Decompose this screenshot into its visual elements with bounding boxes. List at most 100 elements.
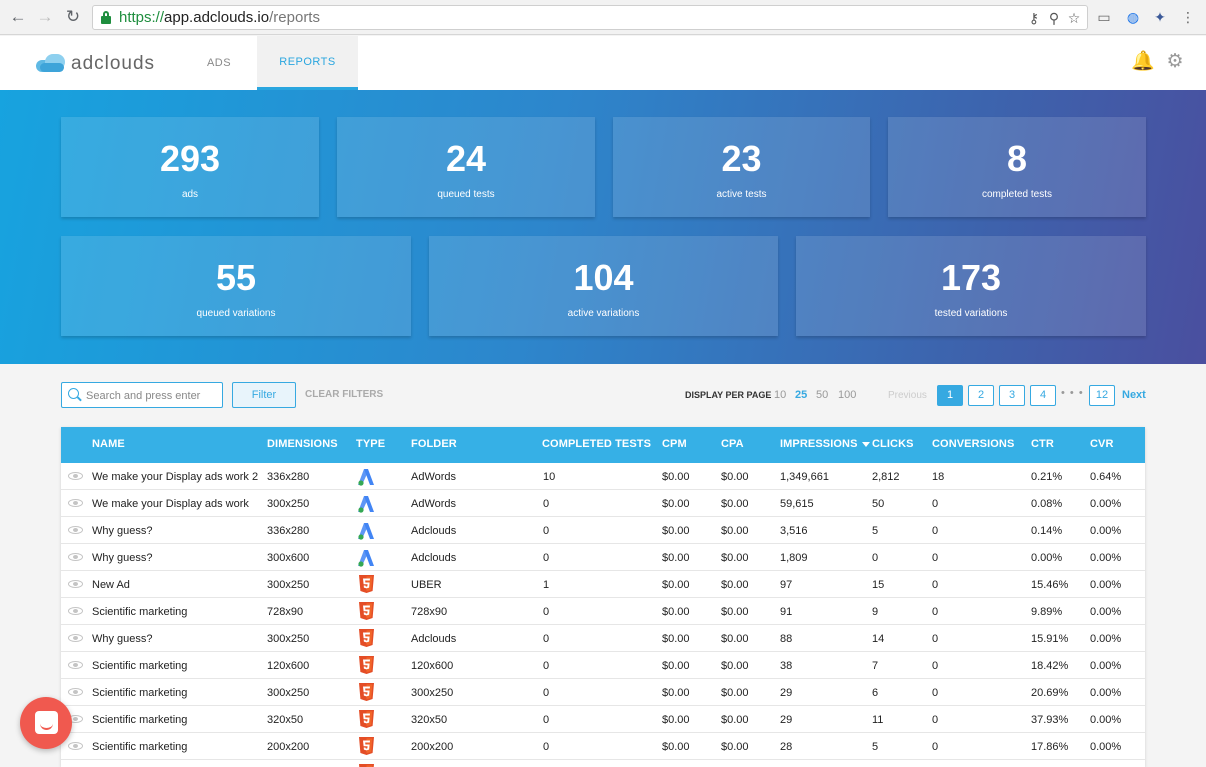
search-field[interactable]: [61, 382, 223, 408]
cell-name[interactable]: Why guess?: [92, 552, 153, 564]
key-icon[interactable]: ⚷: [1028, 10, 1040, 26]
cell-name[interactable]: Why guess?: [92, 525, 153, 537]
cell-name[interactable]: New Ad: [92, 579, 130, 591]
page-button-12[interactable]: 12: [1089, 385, 1115, 406]
next-page-link[interactable]: Next: [1122, 389, 1146, 401]
per-page-option-100[interactable]: 100: [838, 389, 857, 401]
preview-eye-icon[interactable]: [68, 472, 83, 480]
display-per-page-label: DISPLAY PER PAGE: [685, 390, 772, 400]
cell-impressions: 28: [780, 741, 793, 753]
cell-conversions: 0: [932, 498, 939, 510]
preview-eye-icon[interactable]: [68, 526, 83, 534]
table-row[interactable]: Why guess? 300x250 Adclouds 0 $0.00 $0.00 88 14…: [61, 625, 1145, 652]
column-header-ctr[interactable]: CTR: [1031, 438, 1054, 450]
per-page-option-25[interactable]: 25: [795, 389, 808, 401]
cell-ctr: 9.89%: [1031, 606, 1063, 618]
table-row[interactable]: Scientific marketing 200x200 200x200 0 $0.00…: [61, 733, 1145, 760]
cell-cpm: $0.00: [662, 579, 690, 591]
cell-conversions: 0: [932, 633, 939, 645]
stat-value: 55: [215, 257, 257, 298]
cell-name[interactable]: Scientific marketing: [92, 660, 188, 672]
column-header-cpa[interactable]: CPA: [721, 438, 744, 450]
table-row[interactable]: [61, 760, 1145, 767]
cell-impressions: 29: [780, 714, 793, 726]
preview-eye-icon[interactable]: [68, 634, 83, 642]
preview-eye-icon[interactable]: [68, 661, 83, 669]
clear-filters-link[interactable]: CLEAR FILTERS: [305, 389, 384, 400]
preview-eye-icon[interactable]: [68, 742, 83, 750]
table-row[interactable]: We make your Display ads work 2 336x280 Ad…: [61, 463, 1145, 490]
cell-ctr: 0.14%: [1031, 525, 1063, 537]
stat-value: 8: [1006, 138, 1028, 179]
cell-name[interactable]: Scientific marketing: [92, 687, 188, 699]
per-page-option-10[interactable]: 10: [774, 389, 787, 401]
logo-text[interactable]: adclouds: [71, 53, 156, 74]
column-header-completed-tests[interactable]: COMPLETED TESTS: [542, 438, 652, 450]
gear-icon[interactable]: ⚙: [1166, 51, 1184, 72]
preview-eye-icon[interactable]: [68, 688, 83, 696]
cast-icon[interactable]: ▭: [1097, 9, 1111, 25]
cell-folder: AdWords: [411, 498, 457, 510]
per-page-option-50[interactable]: 50: [816, 389, 829, 401]
column-header-cpm[interactable]: CPM: [662, 438, 687, 450]
cell-dimensions: 320x50: [267, 714, 304, 726]
tab-ads[interactable]: ADS: [206, 57, 232, 69]
column-header-cvr[interactable]: CVR: [1090, 438, 1114, 450]
cell-conversions: 0: [932, 552, 939, 564]
cell-cpm: $0.00: [662, 714, 690, 726]
cell-completed-tests: 0: [543, 498, 550, 510]
search-input[interactable]: [86, 387, 218, 404]
cell-folder: 320x50: [411, 714, 448, 726]
page-button-1[interactable]: 1: [937, 385, 963, 406]
column-header-dimensions[interactable]: DIMENSIONS: [267, 438, 338, 450]
extension-icon[interactable]: ◍: [1126, 9, 1140, 25]
table-row[interactable]: Scientific marketing 320x50 320x50 0 $0.00 $0…: [61, 706, 1145, 733]
table-row[interactable]: Why guess? 300x600 Adclouds 0 $0.00 $0.00 1,80…: [61, 544, 1145, 571]
tab-reports[interactable]: REPORTS: [257, 36, 358, 90]
bookmark-star-icon[interactable]: ☆: [1067, 10, 1081, 26]
address-bar[interactable]: https://app.adclouds.io/reports ⚷ ⚲ ☆: [92, 5, 1088, 30]
column-header-impressions[interactable]: IMPRESSIONS: [780, 438, 870, 450]
url-text[interactable]: https://app.adclouds.io/reports: [119, 9, 320, 26]
bell-icon[interactable]: 🔔: [1131, 51, 1155, 72]
column-header-folder[interactable]: FOLDER: [411, 438, 457, 450]
cell-folder: 300x250: [411, 687, 454, 699]
column-header-clicks[interactable]: CLICKS: [872, 438, 914, 450]
table-row[interactable]: We make your Display ads work 300x250 AdWo…: [61, 490, 1145, 517]
cell-name[interactable]: Scientific marketing: [92, 606, 188, 618]
zoom-icon[interactable]: ⚲: [1048, 10, 1060, 26]
table-row[interactable]: Scientific marketing 120x600 120x600 0 $0.00…: [61, 652, 1145, 679]
cell-clicks: 15: [872, 579, 885, 591]
preview-eye-icon[interactable]: [68, 553, 83, 561]
table-row[interactable]: Scientific marketing 728x90 728x90 0 $0.00 $0…: [61, 598, 1145, 625]
column-header-type[interactable]: TYPE: [356, 438, 386, 450]
preview-eye-icon[interactable]: [68, 607, 83, 615]
page-button-4[interactable]: 4: [1030, 385, 1056, 406]
table-row[interactable]: Scientific marketing 300x250 300x250 0 $0.00…: [61, 679, 1145, 706]
back-icon[interactable]: ←: [9, 7, 27, 26]
forward-icon[interactable]: →: [36, 7, 54, 26]
filter-button[interactable]: Filter: [232, 382, 296, 408]
column-header-name[interactable]: NAME: [92, 438, 125, 450]
cell-name[interactable]: We make your Display ads work: [92, 498, 249, 510]
chat-launcher-button[interactable]: [20, 697, 72, 749]
cloud-logo-icon[interactable]: [36, 53, 66, 73]
cell-ctr: 15.46%: [1031, 579, 1069, 591]
cell-name[interactable]: Scientific marketing: [92, 741, 188, 753]
extension-puzzle-icon[interactable]: ✦: [1154, 9, 1166, 25]
cell-name[interactable]: We make your Display ads work 2: [92, 471, 259, 483]
preview-eye-icon[interactable]: [68, 580, 83, 588]
cell-cpa: $0.00: [721, 525, 749, 537]
cell-name[interactable]: Why guess?: [92, 633, 153, 645]
page-button-3[interactable]: 3: [999, 385, 1025, 406]
cell-cpm: $0.00: [662, 606, 690, 618]
previous-page-link[interactable]: Previous: [888, 390, 927, 401]
column-header-conversions[interactable]: CONVERSIONS: [932, 438, 1015, 450]
reload-icon[interactable]: ↻: [65, 7, 81, 26]
cell-name[interactable]: Scientific marketing: [92, 714, 188, 726]
preview-eye-icon[interactable]: [68, 499, 83, 507]
page-button-2[interactable]: 2: [968, 385, 994, 406]
table-row[interactable]: Why guess? 336x280 Adclouds 0 $0.00 $0.00 3,51…: [61, 517, 1145, 544]
table-row[interactable]: New Ad 300x250 UBER 1 $0.00 $0.00 97 15 0 15.46% 0…: [61, 571, 1145, 598]
browser-menu-icon[interactable]: ⋮: [1181, 9, 1195, 25]
